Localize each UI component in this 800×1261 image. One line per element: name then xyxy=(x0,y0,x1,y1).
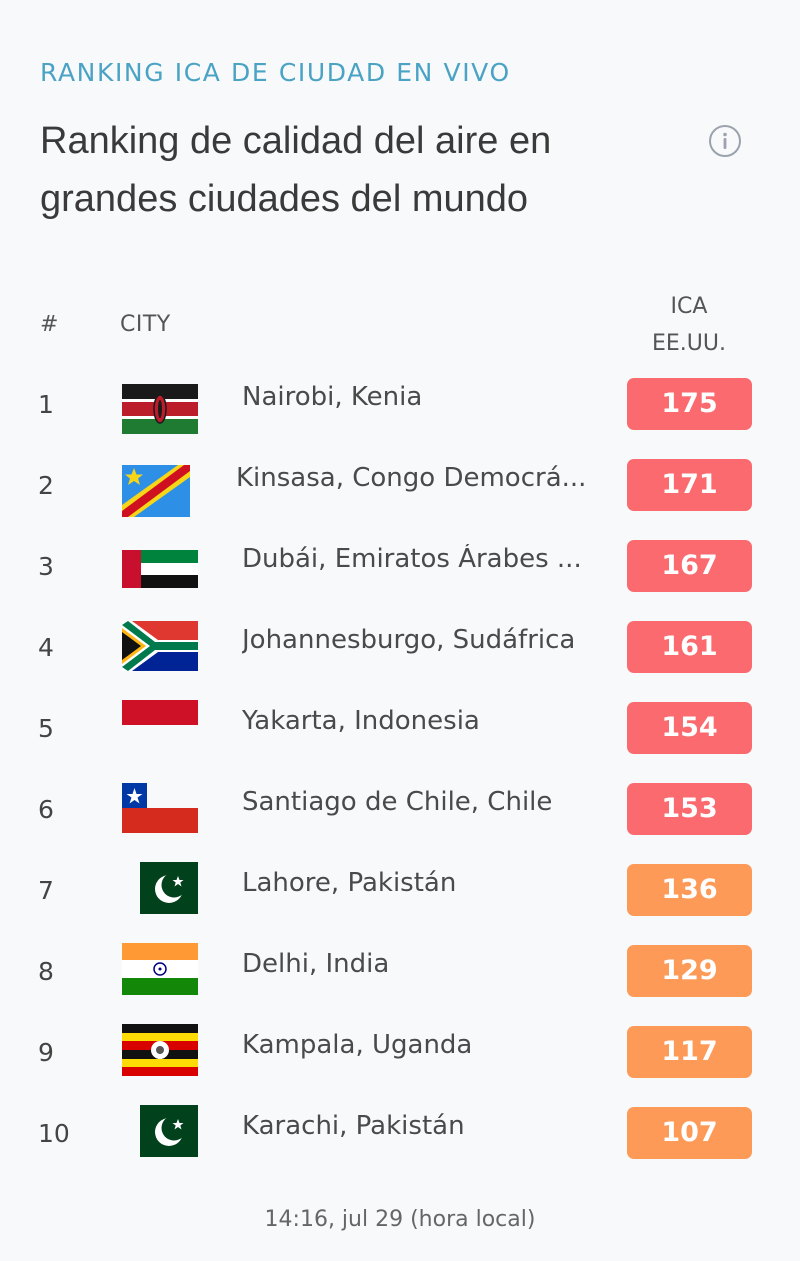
table-row[interactable]: 8 Delhi, India 129 xyxy=(0,943,800,1007)
info-icon[interactable] xyxy=(708,124,742,158)
city-name: Dubái, Emiratos Árabes ... xyxy=(242,544,582,574)
aqi-badge: 175 xyxy=(627,378,752,430)
city-name: Santiago de Chile, Chile xyxy=(242,787,553,817)
uganda-flag-icon xyxy=(122,1024,198,1076)
uae-flag-icon xyxy=(122,550,198,588)
column-header-aqi-line2: EE.UU. xyxy=(652,331,726,356)
aqi-badge: 129 xyxy=(627,945,752,997)
kenya-flag-icon xyxy=(122,384,198,434)
column-header-city: CITY xyxy=(120,312,171,337)
aqi-badge: 117 xyxy=(627,1026,752,1078)
aqi-badge: 161 xyxy=(627,621,752,673)
table-row[interactable]: 3 Dubái, Emiratos Árabes ... 167 xyxy=(0,538,800,602)
rank-number: 5 xyxy=(38,714,54,743)
column-header-aqi: ICA EE.UU. xyxy=(628,288,750,362)
chile-flag-icon xyxy=(122,783,198,833)
table-row[interactable]: 10 Karachi, Pakistán 107 xyxy=(0,1105,800,1169)
rank-number: 6 xyxy=(38,795,54,824)
rank-number: 1 xyxy=(38,390,54,419)
section-eyebrow: RANKING ICA DE CIUDAD EN VIVO xyxy=(40,58,511,87)
column-header-rank: # xyxy=(40,312,59,337)
page-title: Ranking de calidad del aire en grandes c… xyxy=(40,120,552,220)
table-row[interactable]: 9 Kampala, Uganda 117 xyxy=(0,1024,800,1088)
city-name: Nairobi, Kenia xyxy=(242,382,423,412)
aqi-badge: 167 xyxy=(627,540,752,592)
table-row[interactable]: 6 Santiago de Chile, Chile 153 xyxy=(0,781,800,845)
indonesia-flag-icon xyxy=(122,700,198,750)
rank-number: 3 xyxy=(38,552,54,581)
aqi-badge: 153 xyxy=(627,783,752,835)
city-name: Johannesburgo, Sudáfrica xyxy=(242,625,576,655)
table-row[interactable]: 1 Nairobi, Kenia 175 xyxy=(0,376,800,440)
rank-number: 7 xyxy=(38,876,54,905)
table-row[interactable]: 5 Yakarta, Indonesia 154 xyxy=(0,700,800,764)
rank-number: 10 xyxy=(38,1119,70,1148)
city-name: Yakarta, Indonesia xyxy=(242,706,480,736)
aqi-badge: 107 xyxy=(627,1107,752,1159)
city-name: Kinsasa, Congo Democrá... xyxy=(236,463,587,493)
city-name: Delhi, India xyxy=(242,949,390,979)
column-header-aqi-line1: ICA xyxy=(670,294,708,319)
aqi-badge: 136 xyxy=(627,864,752,916)
last-updated-timestamp: 14:16, jul 29 (hora local) xyxy=(264,1207,536,1232)
india-flag-icon xyxy=(122,943,198,995)
city-name: Lahore, Pakistán xyxy=(242,868,457,898)
dr-congo-flag-icon xyxy=(122,465,190,517)
table-row[interactable]: 2 Kinsasa, Congo Democrá... 171 xyxy=(0,457,800,521)
pakistan-flag-icon xyxy=(140,1105,198,1157)
city-name: Kampala, Uganda xyxy=(242,1030,473,1060)
rank-number: 2 xyxy=(38,471,54,500)
pakistan-flag-icon xyxy=(140,862,198,914)
table-row[interactable]: 4 Johannesburgo, Sudáfrica 161 xyxy=(0,619,800,683)
table-row[interactable]: 7 Lahore, Pakistán 136 xyxy=(0,862,800,926)
rank-number: 4 xyxy=(38,633,54,662)
aqi-badge: 171 xyxy=(627,459,752,511)
aqi-badge: 154 xyxy=(627,702,752,754)
rank-number: 9 xyxy=(38,1038,54,1067)
city-name: Karachi, Pakistán xyxy=(242,1111,465,1141)
rank-number: 8 xyxy=(38,957,54,986)
south-africa-flag-icon xyxy=(122,621,198,671)
